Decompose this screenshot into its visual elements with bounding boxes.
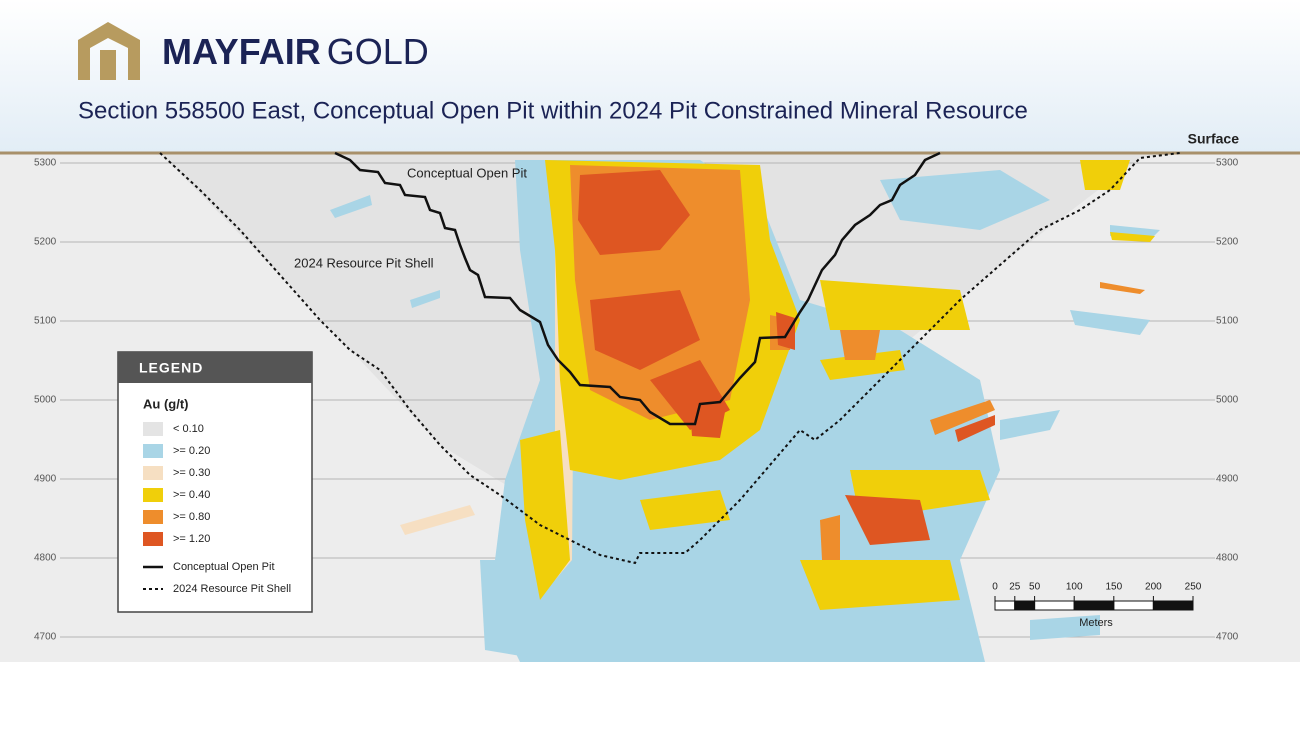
legend-swatch <box>143 444 163 458</box>
elevation-label: 4800 <box>34 553 57 564</box>
legend-label: >= 0.20 <box>173 445 210 457</box>
elevation-label: 5000 <box>34 395 57 406</box>
legend-label: >= 0.80 <box>173 511 210 523</box>
scale-segment <box>1113 600 1154 611</box>
legend-line-label: 2024 Resource Pit Shell <box>173 583 291 595</box>
scale-segment <box>994 600 1016 611</box>
elevation-label: 5200 <box>1216 237 1239 248</box>
logo: MAYFAIR GOLD <box>78 22 429 80</box>
grade-zone <box>640 490 730 530</box>
grade-zone <box>1110 232 1155 242</box>
scale-tick-label: 150 <box>1105 582 1122 593</box>
scale-segment <box>1014 600 1036 611</box>
grade-zone <box>1000 410 1060 440</box>
elevation-label: 4700 <box>1216 632 1239 643</box>
legend-line-label: Conceptual Open Pit <box>173 561 275 573</box>
legend-swatch <box>143 532 163 546</box>
legend-label: < 0.10 <box>173 423 204 435</box>
elevation-label: 4900 <box>34 474 57 485</box>
logo-icon <box>78 22 140 80</box>
grade-zone <box>820 515 840 560</box>
elevation-label: 5200 <box>34 237 57 248</box>
grade-zone <box>1070 310 1150 335</box>
header-background <box>0 0 1300 152</box>
elevation-label: 4900 <box>1216 474 1239 485</box>
elevation-label: 5000 <box>1216 395 1239 406</box>
grade-zone <box>400 505 475 535</box>
page-title: Section 558500 East, Conceptual Open Pit… <box>78 97 1028 124</box>
scale-segment <box>1034 600 1075 611</box>
logo-brand-main: MAYFAIR <box>162 31 321 72</box>
elevation-label: 5300 <box>34 158 57 169</box>
grade-zone <box>590 290 700 370</box>
pit-shell-label: 2024 Resource Pit Shell <box>294 255 434 270</box>
logo-brand: MAYFAIR GOLD <box>162 31 429 72</box>
elevation-label: 5100 <box>1216 316 1239 327</box>
legend-title: LEGEND <box>139 360 203 376</box>
grade-zone <box>330 195 372 218</box>
logo-brand-suffix: GOLD <box>327 31 429 72</box>
legend-swatch <box>143 488 163 502</box>
scale-tick-label: 100 <box>1066 582 1083 593</box>
grade-zone <box>955 415 995 442</box>
legend-label: >= 0.30 <box>173 467 210 479</box>
grade-zone <box>845 495 930 545</box>
scale-tick-label: 200 <box>1145 582 1162 593</box>
legend-box <box>117 351 313 613</box>
grade-zone <box>480 560 545 660</box>
grade-zone <box>520 430 570 600</box>
legend: LEGEND Au (g/t) < 0.10 >= 0.20 >= 0.30 >= 0… <box>117 351 313 613</box>
scale-unit: Meters <box>1079 617 1113 629</box>
scale-bar: Meters 0 25 50 100 150 200 250 <box>992 582 1202 629</box>
surface-label: Surface <box>1188 131 1240 147</box>
legend-swatch <box>143 466 163 480</box>
scale-tick-label: 250 <box>1185 582 1202 593</box>
legend-unit: Au (g/t) <box>143 396 188 411</box>
logo-icon-pillar <box>100 50 116 80</box>
grade-zone <box>776 312 795 350</box>
grade-zone <box>800 560 960 610</box>
grade-zone <box>578 170 690 255</box>
scale-segment <box>1152 600 1194 611</box>
grade-zone <box>1100 282 1145 294</box>
grade-zone <box>410 290 440 308</box>
open-pit-outline <box>334 151 941 426</box>
legend-label: >= 0.40 <box>173 489 210 501</box>
elevation-label: 4700 <box>34 632 57 643</box>
elevation-label: 5100 <box>34 316 57 327</box>
grade-zone <box>820 280 970 330</box>
legend-items: < 0.10 >= 0.20 >= 0.30 >= 0.40 >= 0.80 >= 1.2… <box>143 422 210 546</box>
pit-shell-outline <box>159 152 1181 565</box>
grade-zone <box>690 410 725 438</box>
legend-label: >= 1.20 <box>173 533 210 545</box>
grade-zone <box>1030 615 1100 640</box>
grade-zone <box>880 170 1050 230</box>
elevation-label: 4800 <box>1216 553 1239 564</box>
grade-zone <box>820 350 905 380</box>
legend-swatch <box>143 510 163 524</box>
scale-tick-label: 0 <box>992 582 998 593</box>
legend-header <box>118 352 312 383</box>
scale-tick-label: 25 <box>1009 582 1021 593</box>
open-pit-label: Conceptual Open Pit <box>407 165 527 180</box>
scale-tick-label: 50 <box>1029 582 1041 593</box>
elevation-label: 5300 <box>1216 158 1239 169</box>
scale-segment <box>1073 600 1115 611</box>
legend-swatch <box>143 422 163 436</box>
grade-zone <box>930 400 995 435</box>
ore-body <box>330 160 1160 662</box>
grade-zone <box>840 330 880 360</box>
